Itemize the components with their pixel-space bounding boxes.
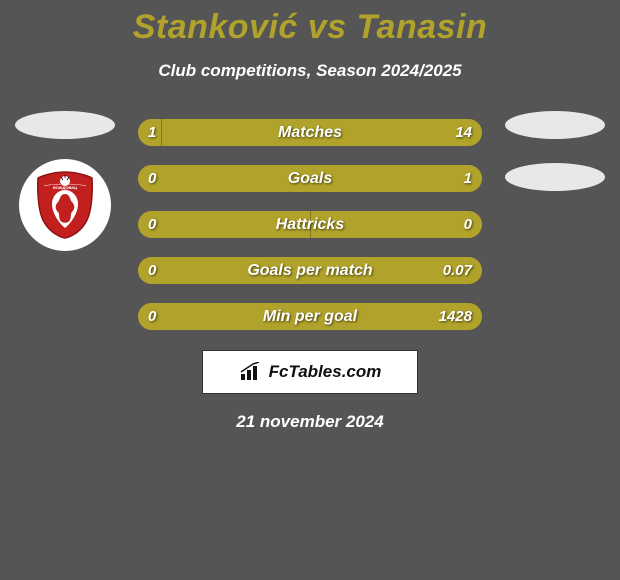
comparison-card: Stanković vs Tanasin Club competitions, … <box>0 0 620 580</box>
stat-value-left: 0 <box>148 211 156 238</box>
comparison-bars: Matches114Goals01Hattricks00Goals per ma… <box>138 119 482 330</box>
stat-bar: Min per goal0 1428 <box>138 303 482 330</box>
stat-value-right: 1428 <box>439 303 472 330</box>
stat-value-right: 0.07 <box>443 257 472 284</box>
right-player-badges <box>500 111 610 191</box>
page-title: Stanković vs Tanasin <box>0 0 620 47</box>
source-logo-box: FcTables.com <box>202 350 418 394</box>
club-crest-left: ВОЖДОВАЦ <box>19 159 111 251</box>
stat-value-left: 0 <box>148 165 156 192</box>
stat-label: Min per goal <box>138 303 482 330</box>
crest-svg: ВОЖДОВАЦ <box>30 170 100 240</box>
stat-bar: Matches1 14 <box>138 119 482 146</box>
stat-bar: Goals per match0 0.07 <box>138 257 482 284</box>
stat-value-right: 14 <box>455 119 472 146</box>
svg-text:ВОЖДОВАЦ: ВОЖДОВАЦ <box>53 185 77 190</box>
bars-icon <box>239 362 263 382</box>
stat-label: Goals per match <box>138 257 482 284</box>
player-photo-placeholder-left <box>15 111 115 139</box>
left-player-badges: ВОЖДОВАЦ <box>10 111 120 251</box>
chart-area: ВОЖДОВАЦ Matches114Goals01Hattricks00Goa… <box>0 119 620 330</box>
subtitle: Club competitions, Season 2024/2025 <box>0 61 620 81</box>
stat-value-right: 0 <box>464 211 472 238</box>
player-photo-placeholder-right <box>505 111 605 139</box>
source-logo-text: FcTables.com <box>269 362 382 382</box>
stat-label: Matches <box>138 119 482 146</box>
stat-label: Hattricks <box>138 211 482 238</box>
stat-value-right: 1 <box>464 165 472 192</box>
stat-bar: Goals0 1 <box>138 165 482 192</box>
stat-value-left: 1 <box>148 119 156 146</box>
stat-bar: Hattricks0 0 <box>138 211 482 238</box>
stat-value-left: 0 <box>148 257 156 284</box>
stat-value-left: 0 <box>148 303 156 330</box>
stat-label: Goals <box>138 165 482 192</box>
date-label: 21 november 2024 <box>0 412 620 432</box>
club-crest-placeholder-right <box>505 163 605 191</box>
